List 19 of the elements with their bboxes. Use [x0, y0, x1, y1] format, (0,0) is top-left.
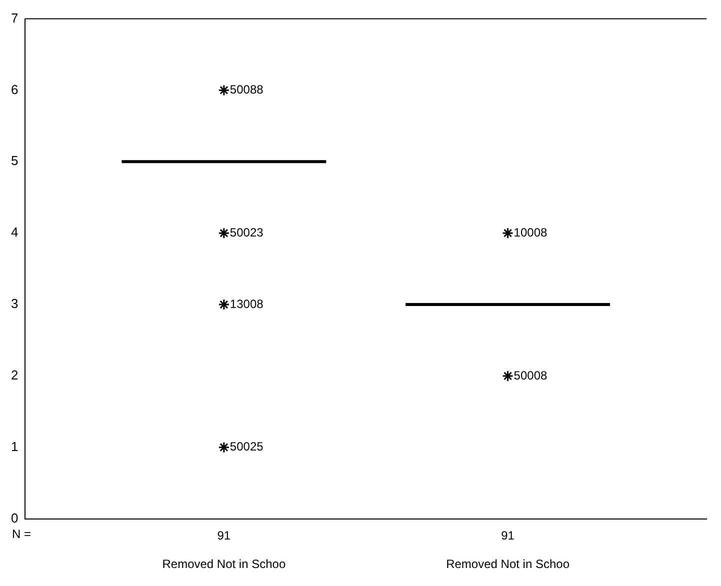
y-tick-label: 7 [10, 10, 18, 26]
text: 91 [217, 528, 231, 542]
text: 91 [501, 528, 515, 542]
y-tick-label: 3 [10, 296, 18, 312]
y-tick-label: 6 [10, 82, 18, 97]
annotation: 50008 [514, 368, 548, 382]
annotation: 10008 [514, 225, 548, 240]
annotation: 50088 [230, 82, 264, 97]
annotation: 50023 [230, 225, 264, 240]
x-tick-label: Removed Not in Schoo [446, 557, 570, 572]
y-tick-label: 1 [10, 438, 18, 454]
y-tick-label: 5 [10, 153, 18, 168]
text: N = [12, 527, 32, 542]
y-tick-label: 4 [10, 224, 18, 240]
x-tick-label: Removed Not in Schoo [162, 557, 286, 572]
y-tick-label: 0 [10, 510, 18, 526]
annotation: 13008 [230, 296, 264, 311]
annotation: 50025 [230, 440, 264, 454]
y-tick-label: 2 [10, 368, 18, 383]
